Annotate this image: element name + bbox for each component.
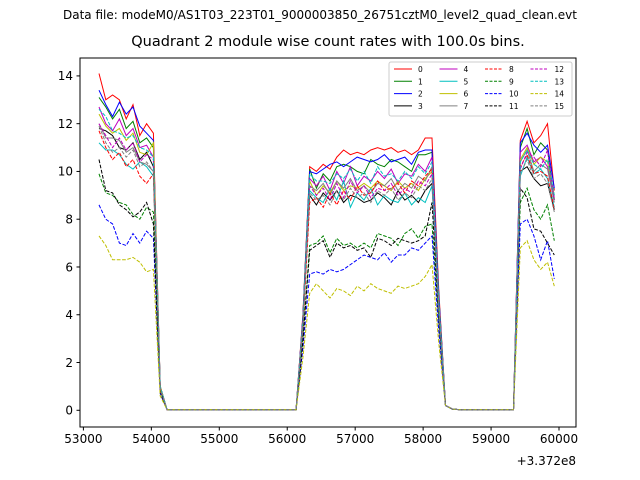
y-tick-label: 10 xyxy=(58,165,73,179)
x-tick-label: 57000 xyxy=(336,432,374,446)
legend-label-10: 10 xyxy=(509,90,519,99)
legend-label-7: 7 xyxy=(464,102,469,111)
legend-label-15: 15 xyxy=(555,102,565,111)
plot-frame xyxy=(79,57,577,428)
y-tick-label: 14 xyxy=(58,69,73,83)
y-tick-label: 2 xyxy=(65,356,73,370)
x-tick-label: 59000 xyxy=(472,432,510,446)
chart-title: Quadrant 2 module wise count rates with … xyxy=(131,34,525,50)
legend-label-14: 14 xyxy=(555,90,565,99)
x-tick-label: 60000 xyxy=(540,432,578,446)
series-line-15 xyxy=(98,125,555,411)
y-tick-label: 0 xyxy=(65,404,73,418)
legend-label-6: 6 xyxy=(464,90,469,99)
x-offset-label: +3.372e8 xyxy=(517,454,576,468)
legend-label-13: 13 xyxy=(555,77,565,86)
legend-label-1: 1 xyxy=(418,77,423,86)
x-tick-label: 54000 xyxy=(132,432,170,446)
legend-label-3: 3 xyxy=(418,102,423,111)
series-line-9 xyxy=(98,173,555,411)
x-tick-label: 55000 xyxy=(200,432,238,446)
legend-label-0: 0 xyxy=(418,65,423,74)
y-tick-label: 4 xyxy=(65,308,73,322)
series-line-3 xyxy=(98,128,555,411)
legend-label-5: 5 xyxy=(464,77,469,86)
series-layer xyxy=(98,73,555,411)
legend-label-11: 11 xyxy=(509,102,519,111)
y-tick-label: 8 xyxy=(65,213,73,227)
series-line-4 xyxy=(98,106,555,411)
series-line-0 xyxy=(98,73,555,411)
legend-label-8: 8 xyxy=(509,65,514,74)
series-line-10 xyxy=(98,204,555,411)
series-line-6 xyxy=(98,113,555,411)
y-tick-label: 6 xyxy=(65,260,73,274)
legend-label-4: 4 xyxy=(464,65,469,74)
series-line-1 xyxy=(98,97,555,411)
legend-label-12: 12 xyxy=(555,65,565,74)
axes-layer: 53000 54000 55000 56000 57000 58000 59000 60000… xyxy=(58,57,578,468)
legend-frame xyxy=(388,61,573,117)
y-tick-label: 12 xyxy=(58,117,73,131)
series-line-13 xyxy=(98,108,555,411)
legend-label-2: 2 xyxy=(418,90,423,99)
figure-suptitle: Data file: modeM0/AS1T03_223T01_90000038… xyxy=(63,8,577,22)
series-line-8 xyxy=(98,130,555,411)
series-line-14 xyxy=(98,235,555,411)
x-tick-label: 58000 xyxy=(404,432,442,446)
legend-label-9: 9 xyxy=(509,77,514,86)
x-tick-label: 56000 xyxy=(268,432,306,446)
x-tick-label: 53000 xyxy=(64,432,102,446)
